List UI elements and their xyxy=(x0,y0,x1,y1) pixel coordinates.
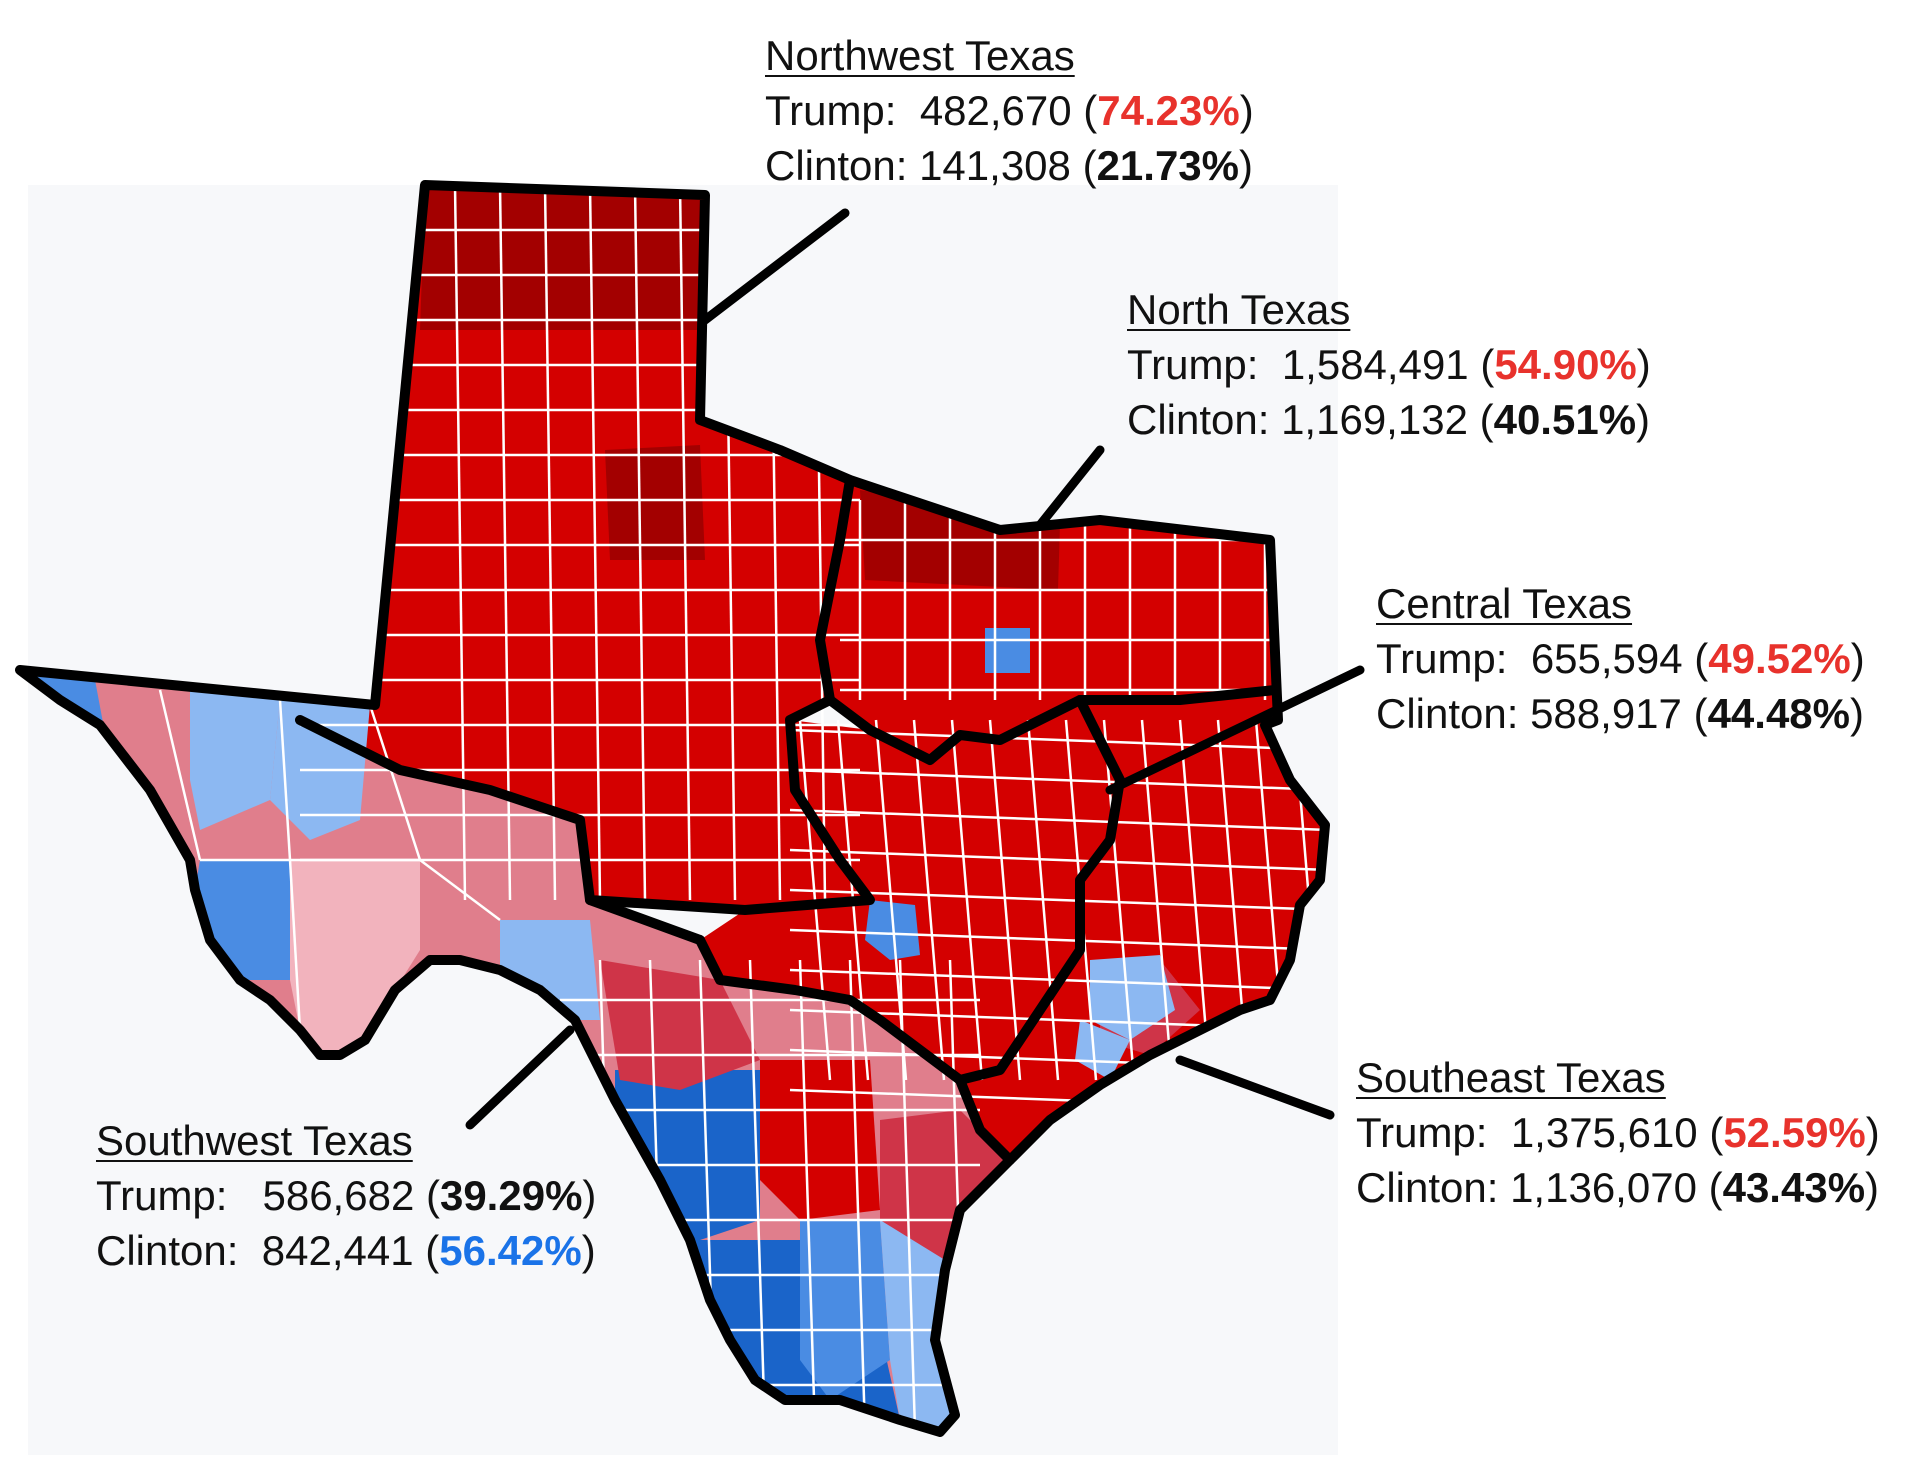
label-central: Central Texas Trump: 655,594 (49.52%) Cl… xyxy=(1376,576,1865,741)
county-line xyxy=(988,719,1022,1081)
boundary-sw-central xyxy=(585,895,705,945)
clinton-pct: 44.48% xyxy=(1707,690,1851,737)
county-fill-southwest xyxy=(760,1060,880,1220)
county-line xyxy=(419,859,501,921)
county-fill-dallas xyxy=(985,628,1030,673)
region-name: Central Texas xyxy=(1376,580,1633,627)
region-name: Southeast Texas xyxy=(1356,1054,1666,1101)
boundary-central-southwest xyxy=(695,935,1015,1165)
county-line xyxy=(848,959,867,1431)
county-line xyxy=(498,185,512,901)
county-line xyxy=(678,185,692,901)
trump-line: Trump: 586,682 (39.29%) xyxy=(96,1172,597,1219)
county-line xyxy=(368,704,422,861)
county-line xyxy=(912,719,946,1081)
county-line xyxy=(588,185,602,901)
county-line xyxy=(789,848,1325,872)
county-fill-southwest xyxy=(190,690,280,830)
clinton-pct: 43.43% xyxy=(1722,1164,1866,1211)
trump-line: Trump: 1,375,610 (52.59%) xyxy=(1356,1109,1880,1156)
boundary-northwest xyxy=(295,475,875,915)
county-line xyxy=(748,959,767,1431)
leader-line-north xyxy=(1035,445,1105,530)
region-name: Southwest Texas xyxy=(96,1117,413,1164)
county-line xyxy=(798,959,817,1431)
boundary-north-central xyxy=(825,685,1280,765)
county-line xyxy=(158,689,202,861)
county-fill-northwest xyxy=(605,445,705,560)
texas-outline xyxy=(15,180,1330,1437)
trump-pct: 52.59% xyxy=(1723,1109,1866,1156)
county-fill-southeast xyxy=(960,690,1325,1160)
county-fill-southwest xyxy=(880,1110,1010,1260)
county-line xyxy=(1140,719,1174,1081)
county-fill-southwest xyxy=(800,1220,890,1400)
county-line xyxy=(543,185,557,901)
county-fill-harris xyxy=(1090,955,1175,1040)
trump-line: Trump: 655,594 (49.52%) xyxy=(1376,635,1865,682)
county-line xyxy=(278,699,292,861)
clinton-pct: 56.42% xyxy=(439,1227,582,1274)
clinton-line: Clinton: 1,169,132 (40.51%) xyxy=(1127,396,1651,443)
clinton-line: Clinton: 842,441 (56.42%) xyxy=(96,1227,596,1274)
county-fill-southwest xyxy=(290,860,420,1055)
label-southwest: Southwest Texas Trump: 586,682 (39.29%) … xyxy=(96,1113,596,1278)
county-line xyxy=(1102,719,1136,1081)
county-line xyxy=(789,768,1325,792)
trump-line: Trump: 482,670 (74.23%) xyxy=(765,87,1254,134)
county-line xyxy=(288,859,302,1031)
county-line xyxy=(789,888,1325,912)
trump-pct: 74.23% xyxy=(1097,87,1240,134)
county-fill-southwest xyxy=(615,1070,760,1240)
trump-pct: 39.29% xyxy=(439,1172,583,1219)
leader-line-southeast xyxy=(1175,1055,1335,1120)
county-fill-southwest xyxy=(20,670,110,760)
clinton-line: Clinton: 588,917 (44.48%) xyxy=(1376,690,1865,737)
leader-line-southwest xyxy=(465,1025,575,1130)
trump-pct: 49.52% xyxy=(1708,635,1851,682)
region-name: North Texas xyxy=(1127,286,1351,333)
clinton-pct: 21.73% xyxy=(1096,142,1240,189)
county-fill-southwest xyxy=(880,1220,955,1432)
county-line xyxy=(789,928,1325,952)
leader-line-northwest xyxy=(700,208,850,325)
county-line xyxy=(950,719,984,1081)
region-boundaries xyxy=(15,180,1330,1437)
county-line xyxy=(789,808,1325,832)
clinton-line: Clinton: 141,308 (21.73%) xyxy=(765,142,1254,189)
leader-lines xyxy=(465,208,1365,1130)
trump-line: Trump: 1,584,491 (54.90%) xyxy=(1127,341,1651,388)
label-northwest: Northwest Texas Trump: 482,670 (74.23%) … xyxy=(765,28,1254,193)
label-north: North Texas Trump: 1,584,491 (54.90%) Cl… xyxy=(1127,282,1651,447)
clinton-pct: 40.51% xyxy=(1493,396,1637,443)
county-fill-northwest xyxy=(420,185,705,330)
county-fill-fortbend xyxy=(1075,1020,1130,1080)
county-line xyxy=(1178,719,1212,1081)
county-line xyxy=(633,185,647,901)
region-name: Northwest Texas xyxy=(765,32,1075,79)
county-fill-southwest xyxy=(500,920,600,1020)
leader-line-central xyxy=(1105,665,1365,795)
clinton-line: Clinton: 1,136,070 (43.43%) xyxy=(1356,1164,1880,1211)
trump-pct: 54.90% xyxy=(1494,341,1637,388)
county-fill-southwest xyxy=(600,960,760,1090)
label-southeast: Southeast Texas Trump: 1,375,610 (52.59%… xyxy=(1356,1050,1880,1215)
